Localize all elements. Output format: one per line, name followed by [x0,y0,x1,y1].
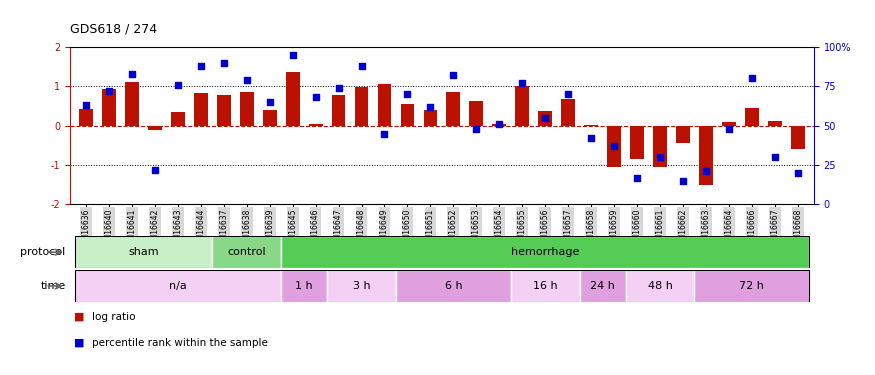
Bar [148,126,162,130]
Text: ■: ■ [74,338,85,348]
Bar [768,121,781,126]
Text: 72 h: 72 h [739,281,764,291]
Point [332,85,346,91]
Bar [584,125,598,126]
Point [630,175,644,181]
Bar [125,82,139,126]
Bar [309,124,323,126]
Bar [194,93,207,126]
Point [171,82,185,88]
Point [515,80,529,86]
Bar [327,270,396,302]
Point [285,52,299,58]
Point [194,63,208,69]
Point [561,91,575,97]
Bar [493,124,506,126]
Bar [515,86,529,126]
Bar [217,95,231,126]
Text: protocol: protocol [20,247,66,257]
Point [699,168,713,174]
Point [125,70,139,76]
Point [377,130,391,136]
Bar [446,92,460,126]
Bar [262,110,276,126]
Point [217,60,231,66]
Text: GDS618 / 274: GDS618 / 274 [70,22,158,36]
Bar [240,92,254,126]
Point [240,77,254,83]
Bar [699,126,713,185]
Text: control: control [228,247,266,257]
Point [262,99,276,105]
Bar [281,270,327,302]
Bar [74,270,281,302]
Point [493,121,507,127]
Bar [354,87,368,126]
Bar [791,126,805,149]
Bar [281,236,809,268]
Text: 24 h: 24 h [590,281,615,291]
Text: 3 h: 3 h [353,281,370,291]
Bar [424,110,438,126]
Text: ■: ■ [74,312,85,322]
Text: 16 h: 16 h [533,281,557,291]
Bar [469,101,483,126]
Bar [332,95,346,126]
Point [791,170,805,176]
Bar [171,112,185,126]
Point [538,115,552,121]
Point [79,102,93,108]
Bar [653,126,667,167]
Bar [676,126,690,143]
Bar [511,270,579,302]
Point [148,167,162,173]
Bar [607,126,621,167]
Point [469,126,483,132]
Text: n/a: n/a [169,281,186,291]
Text: 1 h: 1 h [296,281,313,291]
Text: 48 h: 48 h [648,281,672,291]
Point [309,94,323,100]
Text: hemorrhage: hemorrhage [511,247,579,257]
Point [354,63,368,69]
Bar [626,270,695,302]
Point [745,75,759,81]
Text: sham: sham [128,247,158,257]
Point [653,154,667,160]
Point [401,91,415,97]
Bar [74,236,213,268]
Text: log ratio: log ratio [92,312,136,322]
Point [722,126,736,132]
Point [424,104,438,110]
Bar [378,84,391,126]
Point [607,143,621,149]
Text: 6 h: 6 h [444,281,462,291]
Bar [102,89,116,126]
Point [767,154,781,160]
Bar [695,270,809,302]
Bar [401,104,415,126]
Bar [745,108,759,126]
Bar [79,109,93,126]
Bar [538,111,552,126]
Bar [722,122,736,126]
Bar [579,270,626,302]
Bar [286,72,299,126]
Point [676,178,690,184]
Point [102,88,116,94]
Text: time: time [40,281,66,291]
Bar [396,270,511,302]
Point [584,135,598,141]
Bar [213,236,281,268]
Bar [630,126,644,159]
Bar [561,99,575,126]
Text: percentile rank within the sample: percentile rank within the sample [92,338,268,348]
Point [446,72,460,78]
